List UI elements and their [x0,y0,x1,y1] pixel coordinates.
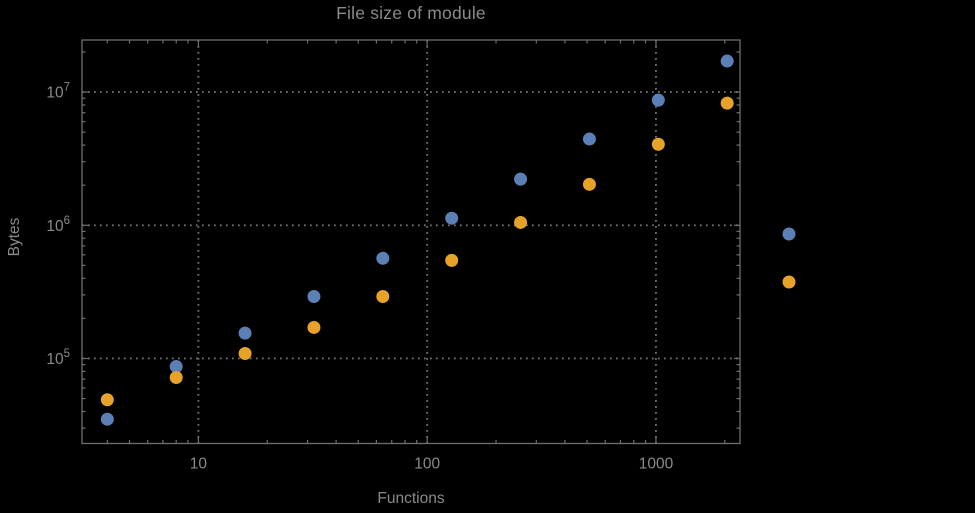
data-point-series-2 [720,96,734,110]
data-point-series-2 [651,137,665,151]
data-point-series-2 [238,346,252,360]
series-series-1 [100,54,734,426]
data-point-series-2 [445,253,459,267]
tick-labels: 10 100 1000 105 106 107 [46,82,673,473]
x-axis-label: Functions [377,490,445,507]
data-point-series-2 [307,320,321,334]
chart-title: File size of module [336,3,486,23]
x-tick-label: 100 [414,456,440,473]
x-tick-label: 1000 [639,456,674,473]
data-point-series-1 [651,93,665,107]
gridlines [82,40,740,444]
legend-marker-series-2 [782,275,796,289]
data-point-series-1 [169,360,183,374]
data-point-series-1 [376,251,390,265]
data-point-series-1 [445,211,459,225]
data-point-series-1 [514,172,528,186]
y-tick-label: 106 [46,215,70,235]
series-series-2 [100,96,734,407]
data-point-series-1 [307,289,321,303]
data-point-series-2 [169,370,183,384]
y-tick-label: 107 [46,82,70,102]
data-point-series-1 [720,54,734,68]
plot-frame [81,39,741,445]
data-point-series-1 [100,412,114,426]
x-tick-label: 10 [190,456,208,473]
data-point-series-2 [514,215,528,229]
data-point-series-2 [582,177,596,191]
data-point-series-1 [238,326,252,340]
data-point-series-1 [582,132,596,146]
legend [782,227,796,289]
y-tick-label: 105 [46,348,70,368]
legend-marker-series-1 [782,227,796,241]
data-point-series-2 [100,393,114,407]
axis-ticks [82,40,740,444]
data-point-series-2 [376,289,390,303]
